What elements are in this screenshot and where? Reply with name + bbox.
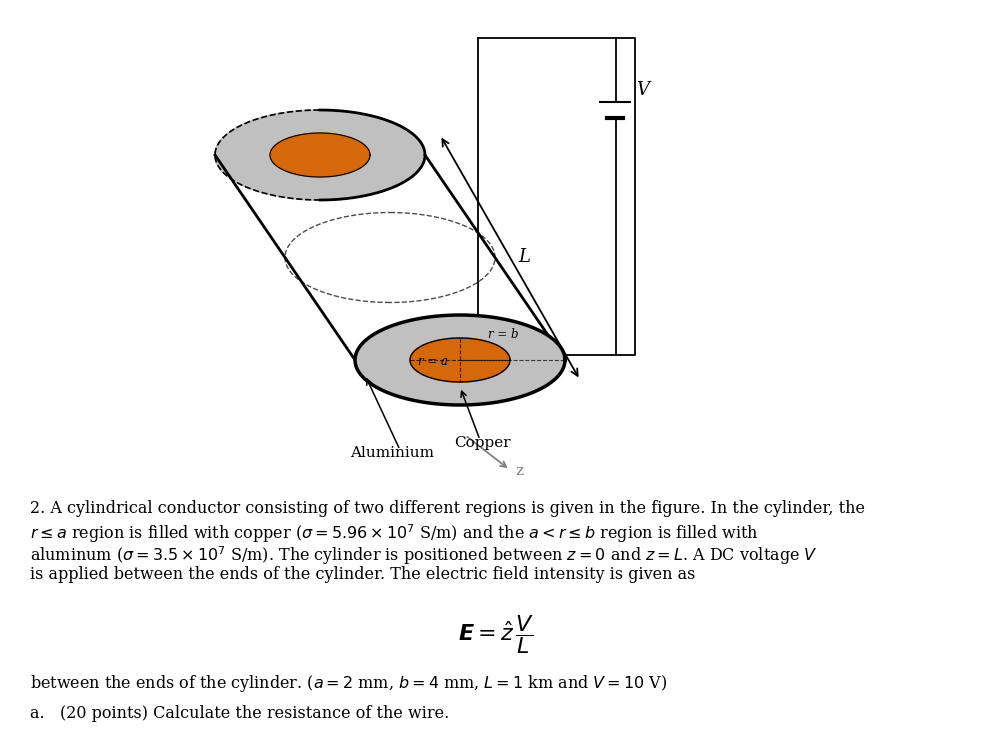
Polygon shape — [355, 315, 565, 405]
Polygon shape — [410, 338, 510, 382]
Text: Aluminium: Aluminium — [350, 446, 434, 460]
Text: 2. A cylindrical conductor consisting of two different regions is given in the f: 2. A cylindrical conductor consisting of… — [30, 500, 865, 517]
Polygon shape — [270, 133, 370, 177]
Text: a.   (20 points) Calculate the resistance of the wire.: a. (20 points) Calculate the resistance … — [30, 705, 449, 722]
Text: V: V — [636, 81, 649, 99]
Text: is applied between the ends of the cylinder. The electric field intensity is giv: is applied between the ends of the cylin… — [30, 566, 695, 583]
Text: L: L — [518, 249, 530, 266]
Text: between the ends of the cylinder. ($a = 2$ mm, $b = 4$ mm, $L = 1$ km and $V = 1: between the ends of the cylinder. ($a = … — [30, 673, 668, 694]
Text: $r \leq a$ region is filled with copper ($\sigma = 5.96 \times 10^7$ S/m) and th: $r \leq a$ region is filled with copper … — [30, 522, 759, 544]
Text: Copper: Copper — [453, 436, 510, 450]
Text: z: z — [515, 464, 523, 478]
Text: r = b: r = b — [488, 328, 519, 341]
Text: r = a: r = a — [418, 355, 448, 368]
Text: $\boldsymbol{E} = \hat{z}\,\dfrac{V}{L}$: $\boldsymbol{E} = \hat{z}\,\dfrac{V}{L}$ — [458, 613, 534, 656]
Text: aluminum ($\sigma = 3.5 \times 10^7$ S/m). The cylinder is positioned between $z: aluminum ($\sigma = 3.5 \times 10^7$ S/m… — [30, 544, 817, 567]
Polygon shape — [215, 110, 565, 405]
Polygon shape — [215, 110, 425, 200]
